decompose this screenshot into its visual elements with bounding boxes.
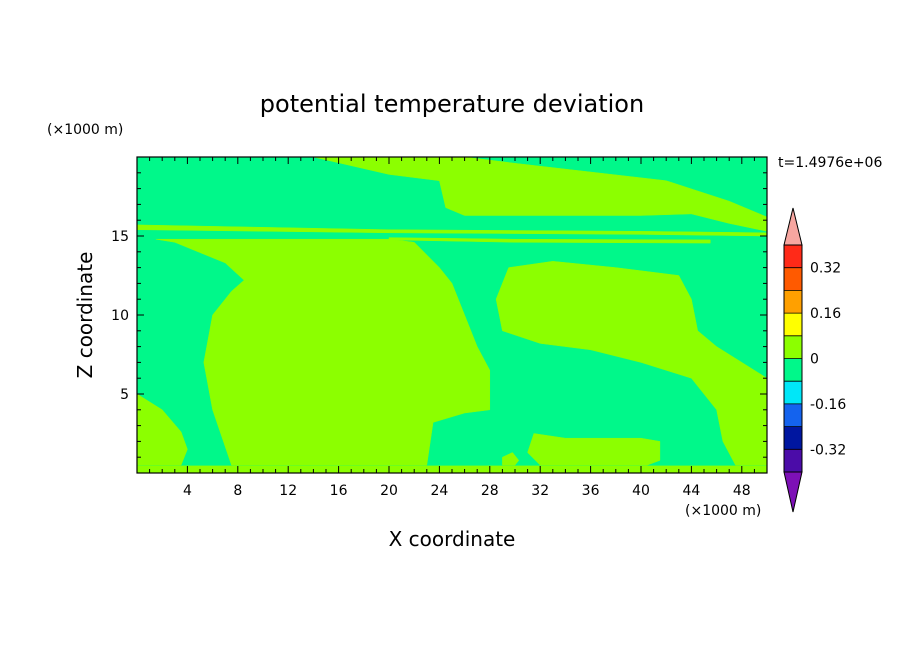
x-tick-label: 40	[632, 483, 650, 499]
contour-region-left-lower-blob	[137, 393, 188, 466]
colorbar-swatch	[784, 449, 802, 472]
x-tick-label: 4	[183, 483, 192, 499]
contour-region-right-upper-mass	[495, 261, 767, 466]
colorbar-tick-label: 0	[810, 352, 819, 368]
x-tick-label: 12	[279, 483, 297, 499]
x-tick-label: 24	[430, 483, 448, 499]
colorbar-swatch	[784, 358, 802, 382]
x-tick-label: 36	[582, 483, 600, 499]
chart-title: potential temperature deviation	[260, 90, 644, 118]
colorbar-tick-label: -0.16	[810, 397, 846, 413]
contour-region-central-mass	[155, 238, 491, 466]
time-label: t=1.4976e+06	[778, 155, 882, 171]
x-axis-label: X coordinate	[389, 527, 516, 551]
colorbar-swatch	[784, 267, 802, 291]
contour-region-small-blob-29	[502, 452, 520, 466]
colorbar-tick-label: -0.32	[810, 442, 846, 458]
colorbar-over-arrow	[783, 207, 803, 246]
contour-region-right-lower-blob	[527, 433, 661, 466]
colorbar-swatch	[784, 403, 802, 427]
y-axis-unit: (×1000 m)	[47, 122, 123, 138]
contour-region-thin-band-15	[137, 224, 767, 237]
x-tick-label: 20	[380, 483, 398, 499]
colorbar-tick-label: 0.16	[810, 306, 841, 322]
colorbar-swatch	[784, 245, 802, 268]
x-axis-unit: (×1000 m)	[685, 503, 761, 519]
colorbar-swatch	[784, 381, 802, 404]
colorbar-swatch	[784, 426, 802, 450]
x-tick-label: 32	[531, 483, 549, 499]
colorbar: 0.32 0.16 0 -0.16 -0.32	[783, 207, 846, 513]
colorbar-swatch	[784, 313, 802, 336]
x-tick-label: 48	[733, 483, 751, 499]
colorbar-swatch	[784, 290, 802, 314]
y-tick-label: 10	[111, 308, 129, 324]
x-tick-label: 28	[481, 483, 499, 499]
colorbar-under-arrow	[783, 471, 803, 513]
plot-area	[137, 157, 767, 473]
colorbar-swatch	[784, 335, 802, 359]
x-tick-label: 16	[330, 483, 348, 499]
contour-region-upper-left-band	[193, 157, 767, 232]
y-tick-label: 15	[111, 229, 129, 245]
x-tick-label: 8	[233, 483, 242, 499]
colorbar-tick-label: 0.32	[810, 261, 841, 277]
y-axis-label: Z coordinate	[73, 252, 97, 379]
y-tick-label: 5	[120, 387, 129, 403]
x-tick-label: 44	[682, 483, 700, 499]
